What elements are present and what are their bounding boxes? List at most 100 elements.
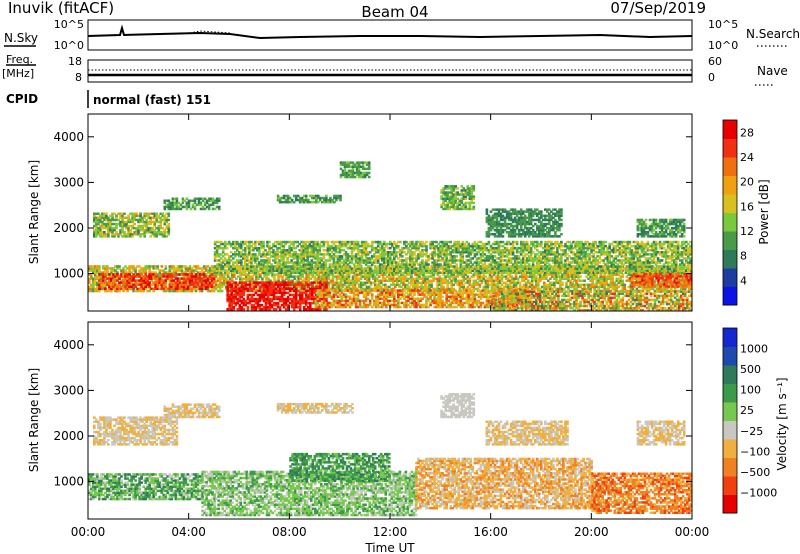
power-cell — [500, 283, 504, 287]
power-cell — [152, 281, 155, 284]
power-cell — [274, 297, 278, 301]
power-cell — [107, 222, 110, 226]
power-cell — [601, 277, 604, 280]
power-cell — [189, 199, 193, 202]
power-cell — [339, 287, 343, 291]
power-cell — [629, 275, 633, 278]
power-cell — [338, 305, 342, 309]
power-cell — [331, 198, 334, 202]
power-cell — [186, 267, 190, 270]
power-cell — [514, 277, 518, 280]
power-cell — [129, 224, 132, 228]
power-cell — [244, 301, 248, 305]
power-cell — [213, 207, 217, 211]
power-cell — [335, 285, 339, 289]
power-cell — [321, 196, 324, 200]
power-cell — [292, 306, 296, 309]
power-cell — [158, 279, 162, 282]
power-cell — [156, 265, 160, 268]
power-cell — [148, 265, 151, 268]
power-cell — [317, 283, 321, 287]
power-cell — [294, 295, 298, 299]
power-cell — [641, 287, 645, 291]
power-cell — [424, 287, 427, 291]
power-cell — [93, 224, 96, 228]
power-cell — [166, 275, 170, 278]
power-cell — [314, 301, 318, 305]
power-cell — [366, 303, 370, 307]
power-cell — [333, 200, 336, 204]
power-cell — [272, 283, 276, 286]
power-cell — [170, 265, 174, 268]
power-cell — [478, 273, 482, 276]
power-cell — [226, 295, 229, 299]
power-cell — [256, 283, 260, 286]
power-cell — [355, 171, 359, 175]
power-cell — [426, 279, 429, 282]
power-cell — [339, 277, 343, 280]
power-cell — [573, 275, 576, 278]
power-cell — [242, 293, 246, 297]
power-cell — [369, 275, 373, 278]
power-cell — [121, 228, 124, 232]
power-cell — [421, 297, 424, 300]
power-cell — [364, 293, 368, 296]
power-cell — [400, 277, 403, 280]
power-cell — [323, 200, 326, 204]
power-cell — [468, 283, 472, 287]
power-cell — [485, 301, 489, 305]
power-cell — [469, 289, 473, 292]
power-cell — [345, 265, 349, 268]
power-cell — [148, 275, 151, 278]
power-cell — [276, 295, 280, 299]
power-cell — [469, 305, 473, 309]
power-cell — [307, 281, 311, 285]
power-cell — [343, 279, 347, 282]
power-cell — [431, 293, 434, 296]
power-cell — [259, 275, 262, 278]
power-cell — [165, 212, 169, 215]
power-cell — [423, 295, 426, 298]
power-cell — [300, 293, 304, 297]
power-cell — [176, 285, 180, 288]
power-cell — [152, 265, 155, 268]
power-cell — [202, 271, 206, 274]
power-cell — [345, 285, 349, 289]
power-cell — [484, 279, 488, 282]
power-cell — [393, 295, 396, 298]
power-cell — [450, 279, 453, 282]
power-cell — [671, 289, 675, 293]
power-cell — [196, 267, 200, 270]
power-cell — [559, 283, 562, 287]
power-cell — [430, 283, 433, 287]
power-cell — [156, 273, 160, 276]
power-cell — [286, 297, 290, 301]
power-cell — [201, 205, 205, 209]
power-cell — [615, 277, 619, 280]
power-cell — [95, 228, 98, 232]
power-cell — [473, 301, 477, 305]
power-cell — [172, 283, 176, 286]
power-cell — [467, 299, 471, 303]
power-cell — [518, 281, 522, 285]
power-cell — [158, 269, 162, 272]
power-cell — [661, 287, 665, 291]
power-cell — [367, 279, 371, 282]
power-cell — [331, 283, 335, 287]
power-cell — [255, 275, 258, 278]
power-cell — [241, 273, 244, 276]
power-cell — [399, 297, 402, 300]
power-cell — [198, 281, 202, 284]
power-cell — [264, 303, 268, 307]
power-cell — [408, 277, 411, 280]
power-cell — [352, 297, 356, 300]
power-cell — [291, 283, 294, 287]
power-cell — [496, 273, 500, 276]
power-cell — [383, 303, 386, 307]
power-cell — [386, 287, 389, 291]
power-cell — [169, 203, 173, 207]
power-cell — [609, 273, 613, 276]
power-cell — [296, 283, 300, 286]
power-cell — [110, 269, 113, 272]
power-cell — [242, 308, 246, 311]
